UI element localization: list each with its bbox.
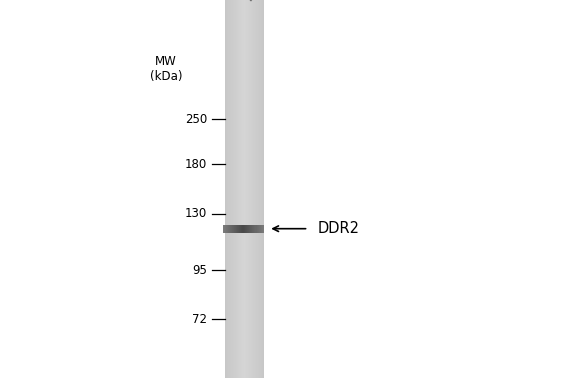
Text: 250: 250 xyxy=(185,113,207,125)
Bar xyxy=(254,225,255,233)
Bar xyxy=(262,225,264,233)
Bar xyxy=(260,225,261,233)
Bar xyxy=(223,225,224,233)
Bar xyxy=(238,225,239,233)
Bar xyxy=(230,225,231,233)
Bar xyxy=(224,225,225,233)
Bar xyxy=(243,225,244,233)
Bar xyxy=(229,225,230,233)
Bar xyxy=(242,225,243,233)
Bar xyxy=(228,225,229,233)
Bar xyxy=(261,225,262,233)
Bar xyxy=(227,225,228,233)
Text: 130: 130 xyxy=(185,207,207,220)
Bar xyxy=(258,225,260,233)
Text: DDR2: DDR2 xyxy=(317,221,359,236)
Bar xyxy=(236,225,237,233)
Bar xyxy=(239,225,240,233)
Bar xyxy=(249,225,250,233)
Bar xyxy=(247,225,249,233)
Bar xyxy=(235,225,236,233)
Bar xyxy=(240,225,241,233)
Bar xyxy=(237,225,238,233)
Bar xyxy=(231,225,232,233)
Bar xyxy=(250,225,251,233)
Bar xyxy=(225,225,226,233)
Bar xyxy=(255,225,257,233)
Text: 180: 180 xyxy=(185,158,207,171)
Text: 95: 95 xyxy=(192,264,207,277)
Bar xyxy=(226,225,227,233)
Text: Mouse heart: Mouse heart xyxy=(244,0,312,4)
Bar xyxy=(234,225,235,233)
Bar xyxy=(251,225,253,233)
Bar xyxy=(253,225,254,233)
Bar xyxy=(244,225,246,233)
Text: 72: 72 xyxy=(192,313,207,326)
Text: MW
(kDa): MW (kDa) xyxy=(150,55,182,83)
Bar xyxy=(233,225,234,233)
Bar xyxy=(232,225,233,233)
Bar xyxy=(246,225,247,233)
